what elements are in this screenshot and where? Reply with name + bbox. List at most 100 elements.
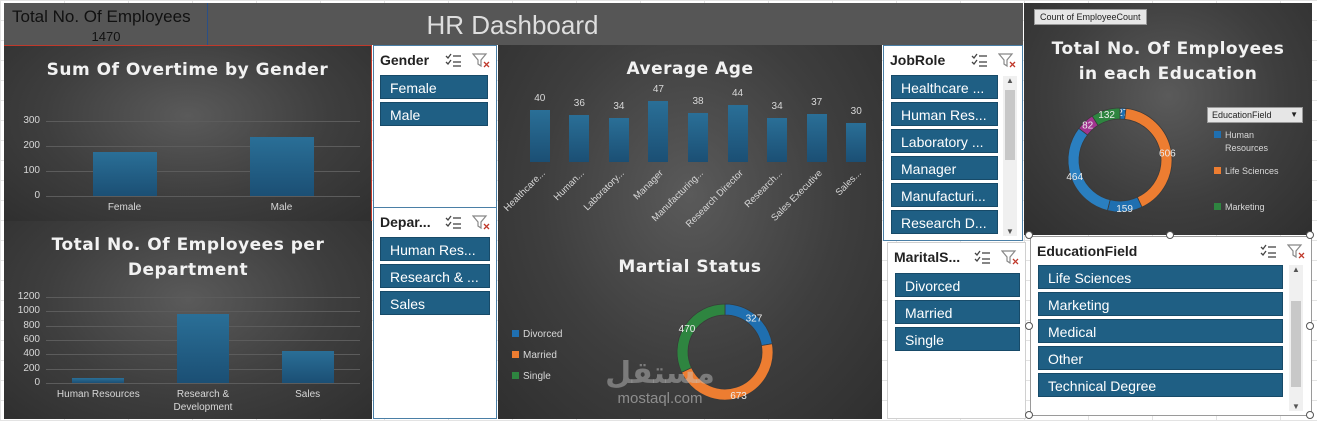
scroll-down-icon[interactable]: ▼	[1006, 227, 1014, 236]
data-label: 47	[652, 84, 664, 95]
slicer-item-single[interactable]: Single	[895, 327, 1020, 351]
legend-label: Life Sciences	[1225, 166, 1279, 176]
slicer-item-human-resources[interactable]: Human Res...	[380, 237, 490, 261]
legend-item-married: Married	[512, 345, 562, 366]
slicer-title: Gender	[380, 52, 430, 68]
slicer-item-healthcare[interactable]: Healthcare ...	[891, 75, 998, 99]
slicer-item-research-director[interactable]: Research D...	[891, 210, 998, 234]
filter-dropdown[interactable]: EducationField ▼	[1207, 107, 1303, 123]
donut-slice[interactable]	[676, 303, 726, 373]
selection-handle[interactable]	[1025, 322, 1033, 330]
department-chart[interactable]: Total No. Of Employees per Department 0 2…	[4, 221, 372, 419]
donut-slice[interactable]	[1067, 127, 1111, 211]
selection-handle[interactable]	[1025, 231, 1033, 239]
bar[interactable]	[767, 117, 788, 162]
category-label: Research &	[176, 389, 230, 400]
donut-slice[interactable]	[724, 303, 773, 347]
slicer-item-marketing[interactable]: Marketing	[1038, 292, 1283, 316]
overtime-chart[interactable]: Sum Of Overtime by Gender 0 100 200 300 Fema…	[4, 45, 372, 221]
category-label: Development	[173, 402, 233, 413]
legend: Divorced Married Single	[512, 324, 562, 387]
donut-slice[interactable]	[1091, 107, 1121, 126]
slicer-item-human-resources[interactable]: Human Res...	[891, 102, 998, 126]
slicer-item-technical-degree[interactable]: Technical Degree	[1038, 373, 1283, 397]
chart-title-line1: Total No. Of Employees	[1051, 39, 1285, 59]
jobrole-slicer[interactable]: JobRole Healthcare ... Human Res... Labo…	[883, 45, 1023, 241]
clear-filter-icon[interactable]	[471, 214, 490, 230]
multi-select-icon[interactable]	[444, 52, 462, 68]
multi-select-icon[interactable]	[444, 214, 462, 230]
slicer-scrollbar[interactable]: ▲ ▼	[1003, 76, 1017, 236]
kpi-box[interactable]: Total No. Of Employees 1470	[4, 3, 208, 45]
multi-select-icon[interactable]	[1259, 243, 1277, 259]
scroll-thumb[interactable]	[1005, 90, 1015, 160]
scroll-down-icon[interactable]: ▼	[1292, 402, 1300, 411]
multi-select-icon[interactable]	[973, 249, 991, 265]
slicer-item-married[interactable]: Married	[895, 300, 1020, 324]
bar[interactable]	[92, 152, 157, 196]
selection-handle[interactable]	[1306, 231, 1314, 239]
watermark-latin: mostaql.com	[617, 390, 703, 407]
bar[interactable]	[688, 112, 708, 162]
bar[interactable]	[249, 137, 314, 196]
slicer-item-life-sciences[interactable]: Life Sciences	[1038, 265, 1283, 289]
scroll-up-icon[interactable]: ▲	[1292, 265, 1300, 274]
age-marital-panel	[498, 45, 882, 419]
clear-filter-icon[interactable]	[471, 52, 490, 68]
bar[interactable]	[846, 123, 867, 162]
bar[interactable]	[727, 104, 748, 162]
slicer-item-laboratory[interactable]: Laboratory ...	[891, 129, 998, 153]
scroll-thumb[interactable]	[1291, 301, 1301, 387]
gridline	[46, 311, 360, 313]
selection-handle[interactable]	[1306, 322, 1314, 330]
y-tick-label: 100	[23, 165, 40, 176]
category-label: Manufacturing...	[649, 168, 706, 224]
marital-chart[interactable]: Martial Status Divorced Married Single 3…	[498, 240, 882, 419]
slicer-item-manager[interactable]: Manager	[891, 156, 998, 180]
data-label: 673	[730, 391, 747, 402]
gridline	[46, 146, 360, 147]
gender-slicer[interactable]: Gender Female Male	[373, 45, 497, 208]
dashboard-title: HR Dashboard	[426, 10, 599, 40]
slicer-item-other[interactable]: Other	[1038, 346, 1283, 370]
selection-handle[interactable]	[1166, 231, 1174, 239]
multi-select-icon[interactable]	[970, 52, 988, 68]
field-button[interactable]: Count of EmployeeCount	[1034, 9, 1147, 25]
slicer-item-male[interactable]: Male	[380, 102, 488, 126]
y-tick-label: 0	[34, 377, 40, 388]
bar[interactable]	[569, 115, 590, 162]
bar[interactable]	[648, 101, 669, 162]
slicer-item-medical[interactable]: Medical	[1038, 319, 1283, 343]
bar[interactable]	[281, 351, 334, 383]
bar[interactable]	[72, 378, 125, 383]
education-chart[interactable]: Count of EmployeeCount Total No. Of Empl…	[1024, 3, 1312, 235]
bar[interactable]	[177, 314, 229, 383]
education-slicer[interactable]: EducationField Life Sciences Marketing M…	[1030, 236, 1312, 416]
clear-filter-icon[interactable]	[997, 52, 1016, 68]
average-age-chart[interactable]: Average Age 40 Healthcare... 36 Human... 34 L…	[498, 45, 882, 240]
data-label: 37	[811, 96, 823, 108]
bar[interactable]	[806, 113, 827, 162]
bar[interactable]	[529, 110, 550, 162]
chart-title-line2: Department	[127, 260, 249, 280]
dropdown-arrow-icon: ▼	[1290, 110, 1298, 119]
marital-slicer[interactable]: MaritalS... Divorced Married Single	[887, 242, 1026, 419]
scroll-up-icon[interactable]: ▲	[1006, 76, 1014, 85]
slicer-item-research[interactable]: Research & ...	[380, 264, 490, 288]
department-slicer[interactable]: Depar... Human Res... Research & ... Sal…	[373, 207, 497, 419]
legend-item-marketing: Marketing	[1214, 201, 1304, 214]
selection-handle[interactable]	[1025, 411, 1033, 419]
slicer-scrollbar[interactable]: ▲ ▼	[1289, 265, 1303, 411]
clear-filter-icon[interactable]	[1000, 249, 1019, 265]
y-tick-label: 0	[34, 190, 40, 201]
slicer-item-sales[interactable]: Sales	[380, 291, 490, 315]
slicer-item-divorced[interactable]: Divorced	[895, 273, 1020, 297]
header-band	[4, 3, 1023, 45]
data-label: 159	[1116, 204, 1133, 215]
selection-handle[interactable]	[1306, 411, 1314, 419]
slicer-item-manufacturing[interactable]: Manufacturi...	[891, 183, 998, 207]
slicer-item-female[interactable]: Female	[380, 75, 488, 99]
clear-filter-icon[interactable]	[1286, 243, 1305, 259]
data-label: 40	[534, 93, 546, 105]
bar[interactable]	[608, 117, 629, 162]
